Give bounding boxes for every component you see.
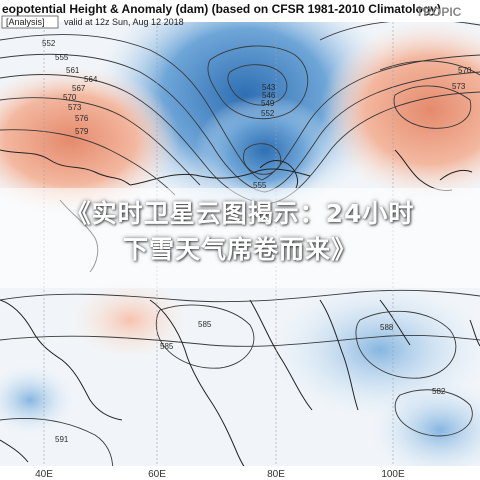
contour-label: 549: [261, 99, 275, 108]
contour-label: 591: [55, 435, 69, 444]
analysis-box: [1, 15, 59, 29]
valid-time-label: valid at 12z Sun, Aug 12 2018: [64, 17, 184, 27]
positive-anomaly-west: [0, 65, 180, 215]
headline-banner: [0, 188, 480, 288]
region-label: TROPIC: [416, 5, 462, 19]
negative-anomaly-southwest: [0, 365, 75, 435]
contour-label: 561: [66, 66, 80, 75]
contour-label: 570: [63, 93, 77, 102]
contour-label: 585: [198, 320, 212, 329]
headline-line-2: 下雪天气席卷而来》: [122, 235, 357, 264]
headline: 《实时卫星云图揭示：24小时 下雪天气席卷而来》: [0, 196, 480, 268]
contour-label: 588: [380, 323, 394, 332]
analysis-label: [Analysis]: [6, 17, 45, 27]
axis-strip: [0, 466, 480, 480]
contour-label: 573: [68, 103, 82, 112]
contour-label: 555: [253, 181, 267, 190]
contour-label: 546: [262, 91, 276, 100]
headline-line-1: 《实时卫星云图揭示：24小时: [65, 199, 415, 228]
contour-label: 555: [55, 53, 69, 62]
contour-label: 552: [261, 109, 275, 118]
contour-label: 579: [75, 127, 89, 136]
contour-label: 564: [84, 75, 98, 84]
contour-label: 552: [42, 39, 56, 48]
contour-label: 582: [432, 387, 446, 396]
longitude-label-80e: 80E: [267, 469, 285, 480]
negative-anomaly-south: [370, 380, 480, 480]
contour-label: 543: [262, 83, 276, 92]
map-title: eopotential Height & Anomaly (dam) (base…: [2, 2, 441, 16]
contour-label: 573: [452, 82, 466, 91]
contour-label: 567: [72, 84, 86, 93]
longitude-labels: 40E 60E 80E 100E: [35, 469, 405, 480]
title-strip: [0, 0, 480, 22]
contour-label: 585: [160, 342, 174, 351]
positive-anomaly-east: [320, 20, 480, 200]
contour-label: 576: [75, 114, 89, 123]
longitude-label-60e: 60E: [148, 469, 166, 480]
contour-label-group: 552 555 561 564 567 570 573 576 579 543 …: [42, 39, 472, 444]
longitude-label-40e: 40E: [35, 469, 53, 480]
longitude-label-100e: 100E: [381, 469, 405, 480]
contour-label: 570: [458, 66, 472, 75]
